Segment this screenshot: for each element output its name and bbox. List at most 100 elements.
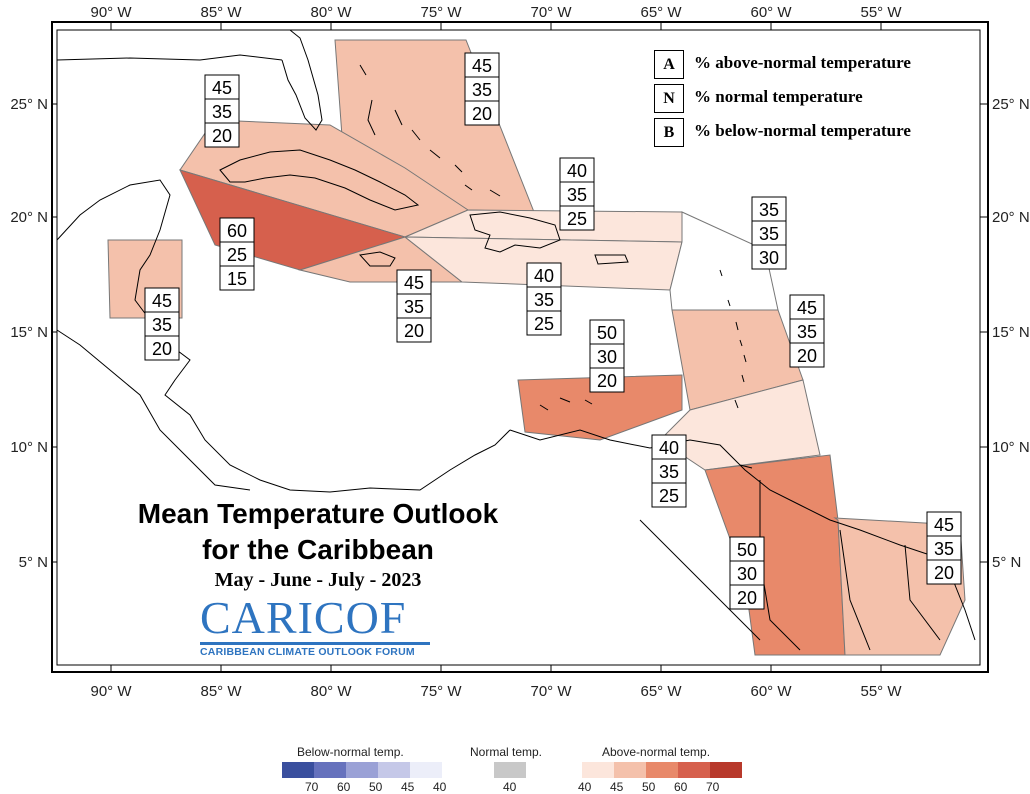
key-text-a: % above-normal temperature [694,53,911,72]
prob-normal-cell [204,98,240,124]
key-text-n: % normal temperature [694,87,863,106]
lon-tick-bottom: 80° W [310,683,352,700]
probability-box: 35 35 30 [751,196,787,270]
legend-below-tick: 70 [305,780,319,794]
prob-below-cell [559,205,595,231]
prob-above-cell [396,269,432,295]
prob-normal-value: 35 [567,185,587,205]
legend-below-swatch [282,762,314,778]
key-letter-n: N [654,84,684,113]
legend-below-label: Below-normal temp. [297,745,404,759]
lat-tick-left: 5° N [19,554,48,571]
prob-normal-value: 30 [597,347,617,367]
legend-normal-label: Normal temp. [470,745,543,759]
legend-above-tick: 60 [674,780,688,794]
prob-above-value: 40 [567,161,587,181]
title-line-2: for the Caribbean [202,534,434,565]
prob-normal-value: 35 [472,80,492,100]
legend-above-swatch [646,762,678,778]
title-line-1: Mean Temperature Outlook [137,498,499,529]
hispaniola [469,211,561,253]
central-america-coast [56,179,511,493]
subtitle: May - June - July - 2023 [214,569,422,591]
lat-ticks-right: 25° N 20° N 15° N 10° N 5° N [980,96,1030,571]
prob-below-cell [789,342,825,368]
lon-tick-top: 60° W [750,4,792,21]
prob-normal-value: 30 [737,564,757,584]
prob-normal-value: 35 [759,224,779,244]
prob-above-value: 45 [797,298,817,318]
legend-above-tick: 70 [706,780,720,794]
prob-normal-value: 35 [659,462,679,482]
prob-below-value: 20 [597,371,617,391]
prob-below-cell [651,482,687,508]
prob-above-value: 45 [152,291,172,311]
lat-tick-right: 5° N [992,554,1021,571]
legend-above-label: Above-normal temp. [602,745,711,759]
prob-above-cell [204,74,240,100]
logo-divider [200,642,430,645]
prob-below-value: 15 [227,269,247,289]
legend-above-swatch [582,762,614,778]
legend-below-tick: 45 [401,780,415,794]
caricof-logo: CARICOF CARIBBEAN CLIMATE OUTLOOK FORUM [200,595,430,659]
prob-below-value: 30 [759,248,779,268]
lon-tick-top: 70° W [530,4,572,21]
prob-below-cell [526,310,562,336]
prob-above-cell [789,294,825,320]
key-letter-a: A [654,50,684,79]
prob-below-cell [464,100,500,126]
prob-normal-cell [219,241,255,267]
fguiana-border [904,544,941,641]
prob-below-cell [751,244,787,270]
lat-tick-right: 20° N [992,209,1030,226]
prob-above-cell [526,262,562,288]
florida-coast [281,29,323,131]
prob-below-cell [219,265,255,291]
lat-tick-right: 10° N [992,439,1030,456]
probability-box: 50 30 20 [589,319,625,393]
lon-tick-top: 75° W [420,4,462,21]
gulf-coast [56,54,283,61]
lon-tick-bottom: 65° W [640,683,682,700]
prob-below-value: 20 [737,588,757,608]
coastlines [56,29,976,651]
lat-tick-right: 25° N [992,96,1030,113]
prob-below-cell [926,559,962,585]
puerto-rico [594,254,629,265]
prob-above-cell [559,157,595,183]
prob-below-cell [589,367,625,393]
prob-normal-value: 35 [934,539,954,559]
prob-normal-cell [789,318,825,344]
prob-normal-value: 35 [534,290,554,310]
lon-tick-bottom: 55° W [860,683,902,700]
probability-box: 45 35 20 [926,511,962,585]
prob-above-value: 35 [759,200,779,220]
legend-below-swatch [346,762,378,778]
prob-above-value: 45 [212,78,232,98]
prob-above-value: 60 [227,221,247,241]
region-abc-islands[interactable] [517,374,683,441]
probability-box: 60 25 15 [219,217,255,291]
lat-ticks-left: 25° N 20° N 15° N 10° N 5° N [10,96,57,571]
prob-above-cell [926,511,962,537]
cuba [219,149,420,211]
probability-box: 45 35 20 [396,269,432,343]
map-frame [51,21,989,673]
prob-normal-cell [751,220,787,246]
prob-normal-value: 35 [797,322,817,342]
prob-below-cell [204,122,240,148]
lon-tick-top: 85° W [200,4,242,21]
prob-below-value: 20 [934,563,954,583]
prob-normal-cell [926,535,962,561]
legend-below-swatch [378,762,410,778]
lon-tick-bottom: 70° W [530,683,572,700]
prob-below-value: 20 [472,104,492,124]
probability-box: 40 35 25 [526,262,562,336]
abc-islands [539,397,753,469]
key-letter-b: B [654,118,684,147]
jamaica [359,251,396,267]
prob-above-cell [729,536,765,562]
legend-below-swatch [314,762,346,778]
prob-above-value: 40 [659,438,679,458]
